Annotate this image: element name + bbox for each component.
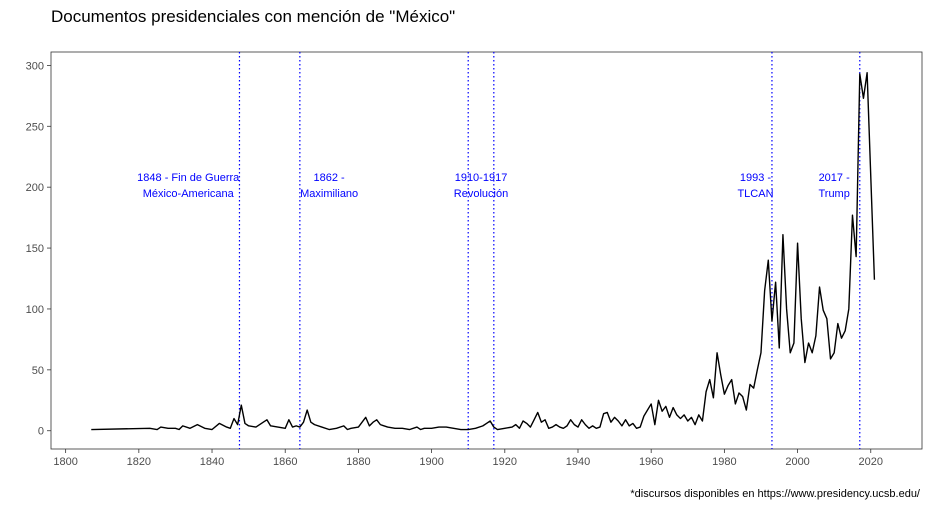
x-tick-label: 2020 — [859, 456, 883, 468]
annotation-label: Maximiliano — [300, 188, 358, 200]
x-axis: 1800 1820 1840 1860 1880 1900 1920 1940 1960 1980… — [53, 449, 883, 468]
x-tick-label: 1980 — [712, 456, 736, 468]
series-layer — [91, 72, 876, 431]
x-tick-label: 1880 — [346, 456, 370, 468]
series-line — [91, 72, 876, 431]
y-tick-label: 300 — [26, 60, 44, 72]
y-tick-label: 150 — [26, 243, 44, 255]
y-tick-label: 0 — [38, 426, 44, 438]
x-tick-label: 2000 — [785, 456, 809, 468]
annotation-label: 1862 - — [314, 172, 346, 184]
x-tick-label: 1940 — [566, 456, 590, 468]
annotation-labels: 1848 - Fin de Guerra México-Americana 1862… — [137, 172, 850, 200]
y-tick-label: 50 — [32, 365, 44, 377]
x-tick-label: 1840 — [200, 456, 224, 468]
plot-panel — [50, 51, 923, 450]
annotation-label: TLCAN — [737, 188, 773, 200]
annotation-label: 1910-1917 — [455, 172, 508, 184]
annotation-label: 2017 - — [819, 172, 851, 184]
x-tick-label: 1960 — [639, 456, 663, 468]
annotation-label: Trump — [818, 188, 849, 200]
annotation-label: 1993 - — [740, 172, 772, 184]
x-tick-label: 1900 — [419, 456, 443, 468]
y-tick-label: 200 — [26, 182, 44, 194]
annotation-label: México-Americana — [143, 188, 235, 200]
annotation-label: 1848 - Fin de Guerra — [137, 172, 240, 184]
x-tick-label: 1860 — [273, 456, 297, 468]
y-tick-label: 100 — [26, 304, 44, 316]
chart-caption: *discursos disponibles en https://www.pr… — [630, 488, 921, 500]
x-tick-label: 1800 — [53, 456, 77, 468]
x-tick-label: 1820 — [127, 456, 151, 468]
annotation-label: Revolución — [454, 188, 508, 200]
chart-title: Documentos presidenciales con mención de… — [51, 7, 455, 26]
y-tick-label: 250 — [26, 121, 44, 133]
y-axis: 0 50 100 150 200 250 300 — [26, 60, 51, 438]
x-tick-label: 1920 — [493, 456, 517, 468]
